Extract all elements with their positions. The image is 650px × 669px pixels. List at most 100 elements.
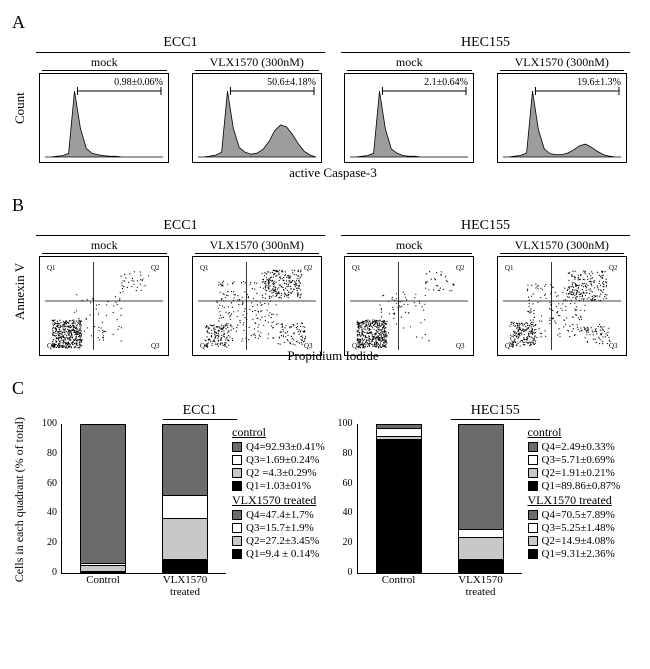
quad-label: Q3 [151,342,160,350]
barchart-title: HEC155 [451,403,540,420]
ytick: 20 [33,537,57,548]
legend-swatch [232,468,242,478]
bar-xlabel: Control [358,574,440,598]
legend-text: Q2 =4.3±0.29% [246,467,317,479]
ytick: 0 [33,567,57,578]
bar-xlabel: VLX1570treated [144,574,226,598]
legend-swatch [232,549,242,559]
quad-label: Q1 [505,264,514,272]
legend-item: Q3=5.25±1.48% [528,522,621,534]
bar-segment-q3 [162,495,208,518]
ytick: 80 [33,448,57,459]
scatter-plot: Q1 Q2 Q4 Q3 [39,256,169,356]
legend-title: control [232,425,325,440]
legend-item: Q4=92.93±0.41% [232,441,325,453]
treatment-column: VLX1570 (300nM) 50.6±4.18% [181,55,334,163]
treatment-column: mock 0.98±0.06% [28,55,181,163]
legend-text: Q1=1.03±01% [246,480,311,492]
scatter-plot: Q1 Q2 Q4 Q3 [192,256,322,356]
histogram-plot: 50.6±4.18% [192,73,322,163]
legend-swatch [528,523,538,533]
legend-text: Q3=1.69±0.24% [246,454,319,466]
legend-text: Q4=70.5±7.89% [542,509,615,521]
legend-item: Q2=27.2±3.45% [232,535,325,547]
quad-label: Q2 [304,264,313,272]
legend-title: VLX1570 treated [232,493,325,508]
bar-segment-q2 [458,537,504,559]
ytick: 20 [329,537,353,548]
quad-label: Q2 [609,264,618,272]
panel-a-xaxis: active Caspase-3 [28,165,638,181]
legend-swatch [528,510,538,520]
treatment-label: VLX1570 (300nM) [500,55,625,71]
panel-a-label: A [12,12,638,33]
panel-c-label: C [12,378,638,399]
cell-line-title: HEC155 [341,218,630,236]
treatment-column: mock 2.1±0.64% [333,55,486,163]
legend-item: Q1=9.31±2.36% [528,548,621,560]
histogram-plot: 2.1±0.64% [344,73,474,163]
cell-line-block: ECC1 mock 0.98±0.06% VLX1570 (300nM) 50.6… [28,35,333,163]
scatter-plot: Q1 Q2 Q4 Q3 [497,256,627,356]
bar-segment-q4 [458,424,504,529]
panel-a-body: Count ECC1 mock 0.98±0.06% VLX1570 (300nM… [12,35,638,181]
legend-swatch [232,455,242,465]
bar-segment-q3 [376,428,422,437]
bar-segment-q3 [458,529,504,537]
stacked-bar [80,424,126,573]
legend-item: Q1=9.4 ± 0.14% [232,548,325,560]
cell-line-block: ECC1mock Q1 Q2 Q4 Q3 VLX1570 (300nM) Q1 … [28,218,333,346]
barchart-block: ECC1100806040200ControlVLX1570treatedcon… [57,401,343,598]
ytick: 0 [329,567,353,578]
quad-label: Q3 [456,342,465,350]
bar-segment-q1 [162,559,208,573]
quad-label: Q4 [505,342,514,350]
bar-segment-q2 [162,518,208,559]
legend-text: Q1=89.86±0.87% [542,480,621,492]
quad-label: Q2 [151,264,160,272]
ytick: 100 [33,418,57,429]
treatment-label: VLX1570 (300nM) [195,238,320,254]
quad-label: Q1 [352,264,361,272]
cell-line-title: ECC1 [36,35,325,53]
histogram-stat: 2.1±0.64% [424,77,468,88]
legend: controlQ4=92.93±0.41%Q3=1.69±0.24%Q2 =4.… [232,424,325,598]
legend-text: Q4=92.93±0.41% [246,441,325,453]
histogram-stat: 19.6±1.3% [577,77,621,88]
quad-label: Q1 [200,264,209,272]
legend-swatch [232,442,242,452]
ytick: 80 [329,448,353,459]
bar-segment-q4 [162,424,208,495]
panel-a: A Count ECC1 mock 0.98±0.06% VLX1570 (300… [12,12,638,181]
quad-label: Q4 [47,342,56,350]
legend-title: VLX1570 treated [528,493,621,508]
stacked-bar [162,424,208,573]
treatment-label: mock [42,55,167,71]
histogram-plot: 19.6±1.3% [497,73,627,163]
treatment-label: VLX1570 (300nM) [195,55,320,71]
legend-text: Q1=9.31±2.36% [542,548,615,560]
legend-item: Q3=5.71±0.69% [528,454,621,466]
legend: controlQ4=2.49±0.33%Q3=5.71±0.69%Q2=1.91… [528,424,621,598]
legend-item: Q2=14.9±4.08% [528,535,621,547]
legend-text: Q3=5.25±1.48% [542,522,615,534]
barchart-block: HEC155100806040200ControlVLX1570treatedc… [353,401,639,598]
panel-b-yaxis: Annexin V [12,218,28,364]
legend-swatch [232,523,242,533]
panel-a-yaxis: Count [12,35,28,181]
histogram-plot: 0.98±0.06% [39,73,169,163]
stacked-bar [458,424,504,573]
cell-line-title: ECC1 [36,218,325,236]
legend-swatch [232,510,242,520]
legend-swatch [528,455,538,465]
quad-label: Q2 [456,264,465,272]
panel-b-label: B [12,195,638,216]
legend-swatch [528,536,538,546]
legend-item: Q2=1.91±0.21% [528,467,621,479]
legend-item: Q1=89.86±0.87% [528,480,621,492]
ytick: 40 [33,507,57,518]
quad-label: Q4 [200,342,209,350]
legend-text: Q3=5.71±0.69% [542,454,615,466]
legend-text: Q2=27.2±3.45% [246,535,319,547]
legend-text: Q3=15.7±1.9% [246,522,314,534]
